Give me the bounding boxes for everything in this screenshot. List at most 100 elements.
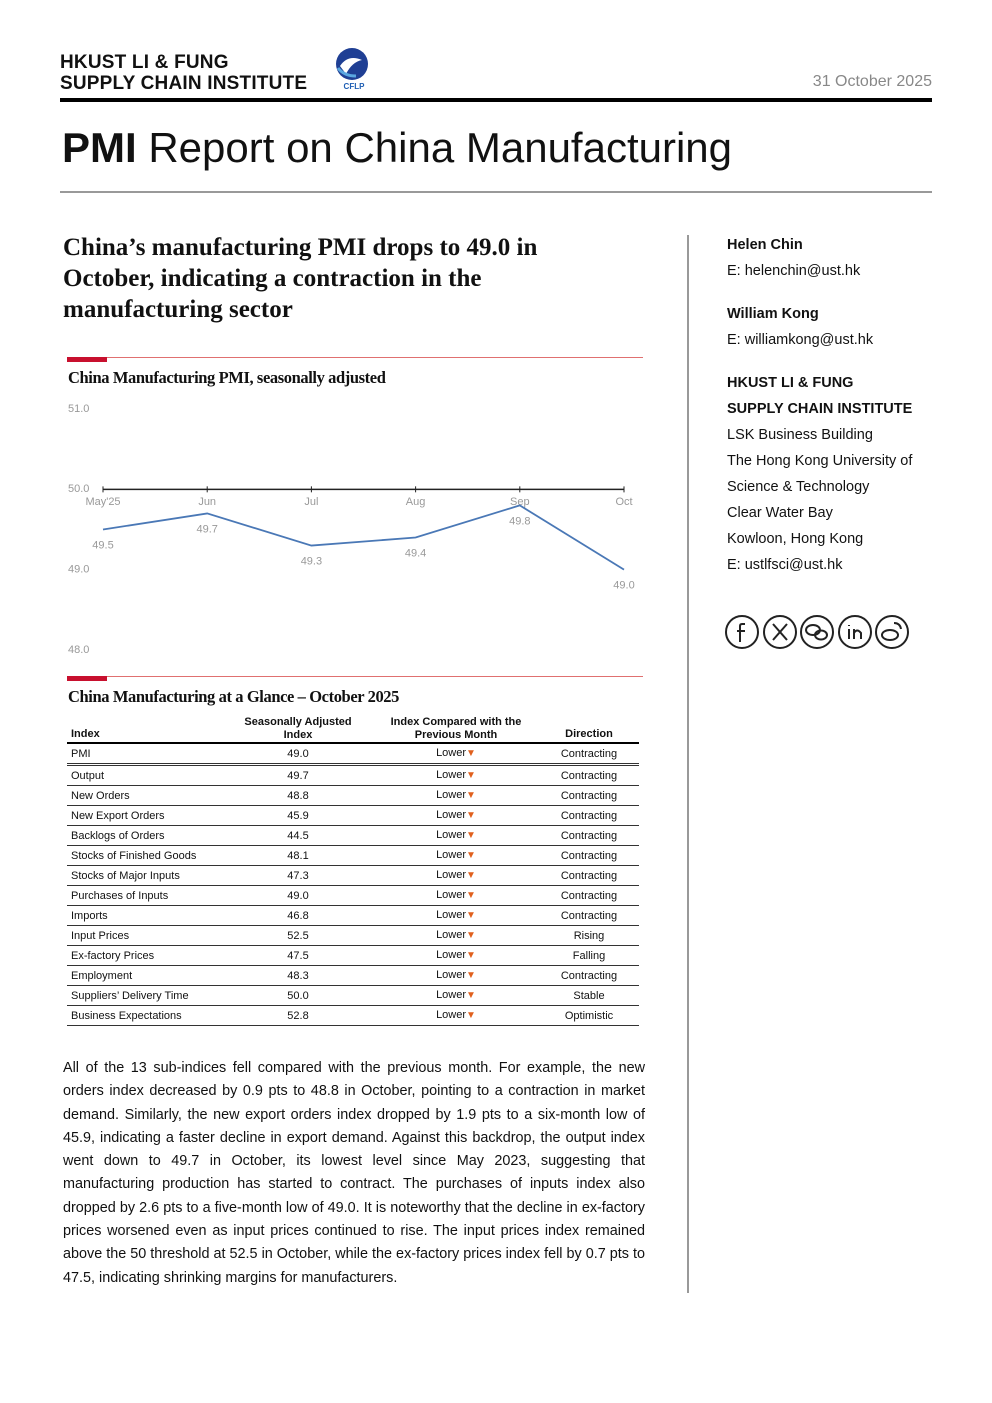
y-tick-label: 51.0 — [68, 403, 89, 415]
table-cell: Lower▼ — [373, 743, 539, 766]
column-header: Seasonally Adjusted Index — [223, 716, 373, 744]
value-label: 49.5 — [92, 539, 113, 551]
cell-text: Lower — [436, 829, 467, 841]
table-cell: Stocks of Finished Goods — [67, 845, 223, 866]
rule — [60, 98, 932, 102]
author-email: E: williamkong@ust.hk — [727, 332, 874, 348]
table-cell: Imports — [67, 905, 223, 926]
table-cell: 52.5 — [223, 925, 373, 946]
down-arrow: ▼ — [466, 790, 476, 801]
cell-text: 49.0 — [287, 889, 309, 902]
cell-text: Ex-factory Prices — [71, 949, 155, 962]
linkedin-icon — [838, 615, 872, 649]
title-rest: Report on China Manufacturing — [148, 124, 733, 171]
x-tick-label: Aug — [406, 496, 426, 508]
address-line: Clear Water Bay — [727, 505, 833, 521]
cell-text: Contracting — [560, 829, 618, 842]
cell-text: Lower — [436, 769, 467, 781]
table-cell: Lower▼ — [373, 885, 539, 906]
y-tick-label: 49.0 — [68, 564, 89, 576]
column-header: Direction — [539, 716, 639, 744]
x-tick-label: Oct — [615, 496, 632, 508]
table-cell: PMI — [67, 743, 223, 766]
logo: CFLP — [336, 48, 368, 91]
value-label: 49.7 — [196, 523, 217, 535]
cell-text: Contracting — [560, 769, 618, 782]
column-divider — [687, 235, 689, 1293]
table-cell: 48.8 — [223, 785, 373, 806]
table-body: PMI 49.0 Lower▼ Contracting Output 49.7 Lower▼… — [67, 743, 639, 1026]
down-arrow: ▼ — [466, 910, 476, 921]
linkedin-glyph — [848, 625, 862, 639]
headline: China’s manufacturing PMI drops to 49.0 … — [63, 234, 538, 323]
down-arrow: ▼ — [466, 890, 476, 901]
y-tick-label: 50.0 — [68, 483, 89, 495]
table-cell: 47.5 — [223, 945, 373, 966]
address-line: Kowloon, Hong Kong — [727, 531, 864, 547]
table-cell: Employment — [67, 965, 223, 986]
table-cell: Purchases of Inputs — [67, 885, 223, 906]
value-label: 49.4 — [405, 547, 426, 559]
table-cell: Backlogs of Orders — [67, 825, 223, 846]
section-rule — [67, 357, 643, 358]
cell-text: 50.0 — [287, 989, 309, 1002]
down-arrow: ▼ — [466, 810, 476, 821]
table-cell: Contracting — [539, 825, 639, 846]
section-mark — [67, 357, 107, 362]
table-cell: 49.0 — [223, 743, 373, 766]
cell-text: Input Prices — [71, 929, 130, 942]
weibo-icon — [875, 615, 909, 649]
report-title: PMI Report on China Manufacturing — [62, 122, 732, 174]
header-row: Index Seasonally Adjusted Index Index Co… — [67, 716, 639, 744]
table-cell: Lower▼ — [373, 785, 539, 806]
cell-text: Contracting — [560, 809, 618, 822]
institute-email: E: ustlfsci@ust.hk — [727, 557, 843, 573]
cell-text: 49.7 — [287, 769, 309, 782]
weibo-glyph — [893, 622, 902, 630]
cell-text: Contracting — [560, 849, 618, 862]
cell-text: 52.8 — [287, 1009, 309, 1022]
author-email: E: helenchin@ust.hk — [727, 263, 861, 279]
cell-text: 45.9 — [287, 809, 309, 822]
down-arrow: ▼ — [466, 850, 476, 861]
cell-text: New Export Orders — [71, 809, 165, 822]
table-row: Purchases of Inputs 49.0 Lower▼ Contracting — [67, 885, 639, 906]
value-label: 49.0 — [613, 580, 634, 592]
value-label: 49.3 — [301, 555, 322, 567]
down-arrow: ▼ — [466, 950, 476, 961]
x-tick-label: Jun — [198, 496, 216, 508]
cell-text: Lower — [436, 747, 467, 759]
address-line: LSK Business Building — [727, 427, 873, 443]
cell-text: Rising — [573, 929, 605, 942]
table-cell: Contracting — [539, 965, 639, 986]
y-tick-label: 48.0 — [68, 644, 89, 656]
cell-text: Contracting — [560, 869, 618, 882]
table-row: New Orders 48.8 Lower▼ Contracting — [67, 785, 639, 806]
cell-text: Imports — [71, 909, 108, 922]
table-row: Backlogs of Orders 44.5 Lower▼ Contracting — [67, 825, 639, 846]
down-arrow: ▼ — [466, 830, 476, 841]
table-cell: 50.0 — [223, 985, 373, 1006]
cell-text: Lower — [436, 969, 467, 981]
table-cell: Contracting — [539, 785, 639, 806]
x-tick-label: May'25 — [85, 496, 120, 508]
table-cell: Ex-factory Prices — [67, 945, 223, 966]
cell-text: Purchases of Inputs — [71, 889, 169, 902]
down-arrow: ▼ — [466, 930, 476, 941]
table-title: China Manufacturing at a Glance – Octobe… — [68, 687, 399, 706]
table-cell: Lower▼ — [373, 825, 539, 846]
table-row: Ex-factory Prices 47.5 Lower▼ Falling — [67, 945, 639, 966]
chart: 51.0 50.0 49.0 48.0 May'25 Jun Jul Aug Sep Oct 49.… — [68, 403, 635, 656]
x-tick-label: Sep — [510, 496, 530, 508]
weibo-glyph — [881, 629, 899, 641]
cell-text: Lower — [436, 789, 467, 801]
cell-text: 48.8 — [287, 789, 309, 802]
cell-text: Lower — [436, 889, 467, 901]
institute-name: HKUST LI & FUNG — [727, 375, 854, 391]
institute-name: SUPPLY CHAIN INSTITUTE — [727, 401, 913, 417]
cell-text: Lower — [436, 869, 467, 881]
cell-text: Lower — [436, 929, 467, 941]
table-cell: Contracting — [539, 865, 639, 886]
cell-text: 44.5 — [287, 829, 309, 842]
